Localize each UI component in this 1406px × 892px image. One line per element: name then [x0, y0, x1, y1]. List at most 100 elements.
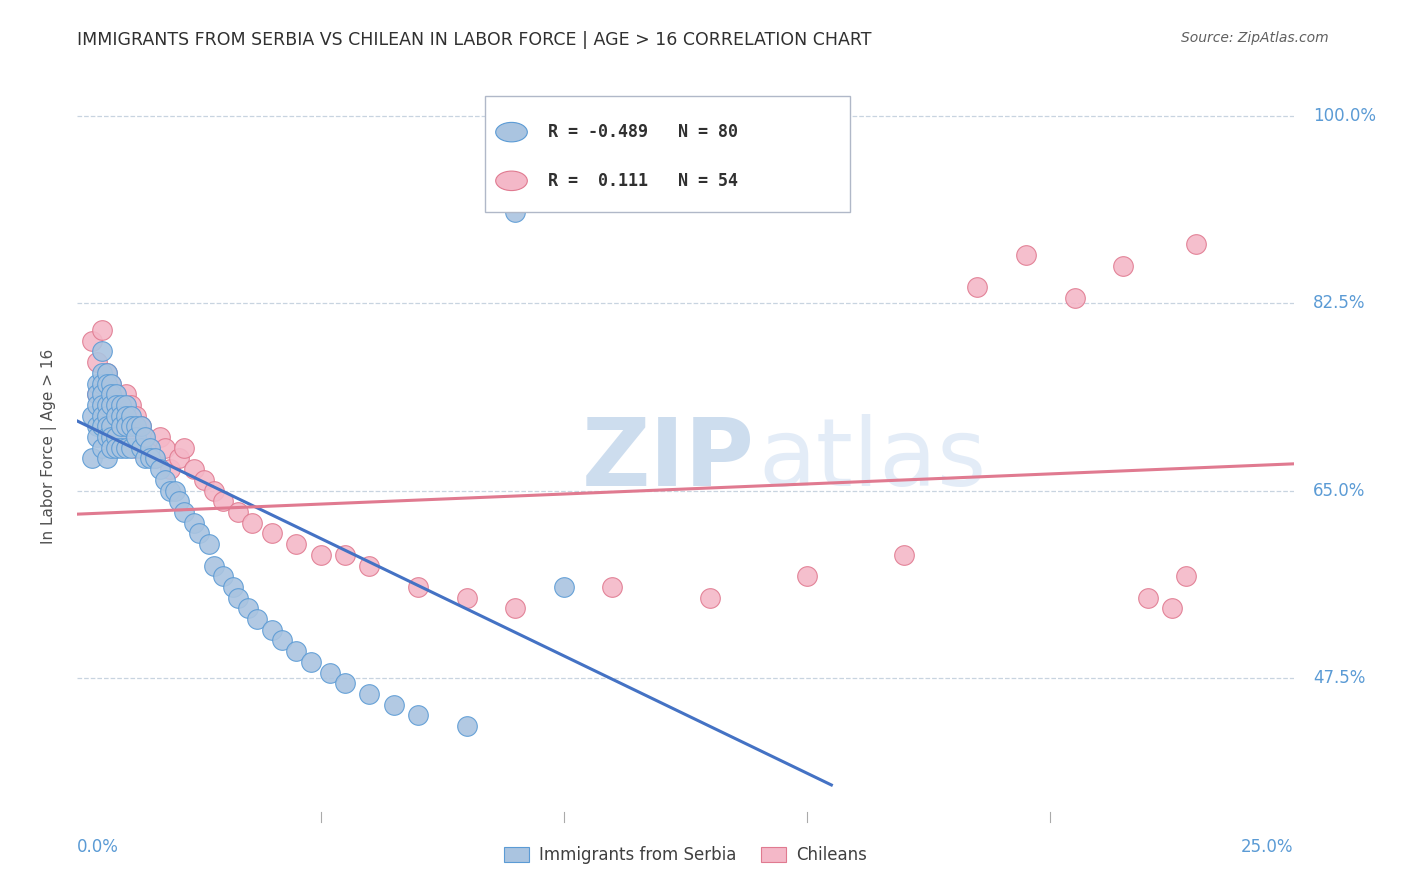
Point	[96, 398, 118, 412]
Point	[260, 526, 283, 541]
Point	[90, 376, 112, 391]
Point	[105, 387, 128, 401]
Point	[699, 591, 721, 605]
Point	[309, 548, 332, 562]
Point	[173, 441, 195, 455]
Point	[319, 665, 342, 680]
Point	[299, 655, 322, 669]
Point	[1161, 601, 1184, 615]
Point	[96, 398, 118, 412]
Point	[96, 366, 118, 380]
Point	[382, 698, 405, 712]
Point	[1136, 591, 1159, 605]
Point	[110, 441, 132, 455]
Point	[110, 398, 132, 412]
Point	[100, 409, 122, 423]
Point	[503, 601, 526, 615]
Point	[456, 719, 478, 733]
Point	[125, 441, 148, 455]
Text: Source: ZipAtlas.com: Source: ZipAtlas.com	[1181, 31, 1329, 45]
Point	[169, 494, 191, 508]
Point	[90, 366, 112, 380]
Point	[159, 483, 181, 498]
Legend: Immigrants from Serbia, Chileans: Immigrants from Serbia, Chileans	[498, 839, 873, 871]
Point	[125, 430, 148, 444]
Point	[105, 398, 128, 412]
Text: 100.0%: 100.0%	[1313, 107, 1376, 125]
Point	[134, 451, 156, 466]
Point	[359, 687, 381, 701]
Point	[110, 409, 132, 423]
Point	[110, 430, 132, 444]
Point	[86, 419, 108, 434]
Text: 0.0%: 0.0%	[77, 838, 120, 856]
Point	[90, 387, 112, 401]
Point	[80, 409, 103, 423]
Point	[270, 633, 292, 648]
Point	[100, 419, 122, 434]
Point	[173, 505, 195, 519]
Point	[188, 526, 211, 541]
Point	[115, 398, 138, 412]
Point	[143, 451, 166, 466]
Text: R =  0.111   N = 54: R = 0.111 N = 54	[548, 172, 738, 190]
Point	[115, 419, 138, 434]
Point	[90, 409, 112, 423]
Point	[86, 398, 108, 412]
Point	[129, 419, 152, 434]
Point	[149, 430, 172, 444]
Text: In Labor Force | Age > 16: In Labor Force | Age > 16	[41, 349, 58, 543]
Point	[1063, 291, 1085, 305]
Point	[1015, 248, 1038, 262]
Point	[100, 376, 122, 391]
Point	[159, 462, 181, 476]
Point	[222, 580, 245, 594]
Circle shape	[496, 122, 527, 142]
Point	[193, 473, 215, 487]
Point	[90, 398, 112, 412]
Point	[86, 387, 108, 401]
Point	[134, 430, 156, 444]
Point	[100, 387, 122, 401]
Point	[134, 430, 156, 444]
Text: 82.5%: 82.5%	[1313, 294, 1365, 312]
Point	[90, 323, 112, 337]
Point	[285, 644, 308, 658]
Point	[796, 569, 818, 583]
Point	[115, 441, 138, 455]
Point	[333, 676, 356, 690]
Point	[120, 398, 142, 412]
Point	[139, 441, 162, 455]
Point	[893, 548, 915, 562]
Point	[100, 398, 122, 412]
Point	[115, 387, 138, 401]
Point	[503, 205, 526, 219]
Point	[105, 441, 128, 455]
Point	[100, 430, 122, 444]
Point	[125, 419, 148, 434]
Point	[143, 451, 166, 466]
Point	[96, 419, 118, 434]
Point	[966, 280, 988, 294]
Point	[96, 430, 118, 444]
Point	[86, 430, 108, 444]
Point	[242, 516, 264, 530]
Text: ZIP: ZIP	[582, 414, 755, 506]
Point	[80, 334, 103, 348]
Point	[110, 419, 132, 434]
Point	[86, 355, 108, 369]
Point	[169, 451, 191, 466]
Point	[359, 558, 381, 573]
Point	[226, 505, 249, 519]
Point	[139, 441, 162, 455]
Text: 25.0%: 25.0%	[1241, 838, 1294, 856]
Point	[96, 451, 118, 466]
Point	[1175, 569, 1198, 583]
Point	[163, 483, 186, 498]
Text: R = -0.489   N = 80: R = -0.489 N = 80	[548, 123, 738, 141]
Point	[285, 537, 308, 551]
Point	[153, 473, 176, 487]
Point	[183, 516, 205, 530]
Point	[183, 462, 205, 476]
Point	[120, 409, 142, 423]
